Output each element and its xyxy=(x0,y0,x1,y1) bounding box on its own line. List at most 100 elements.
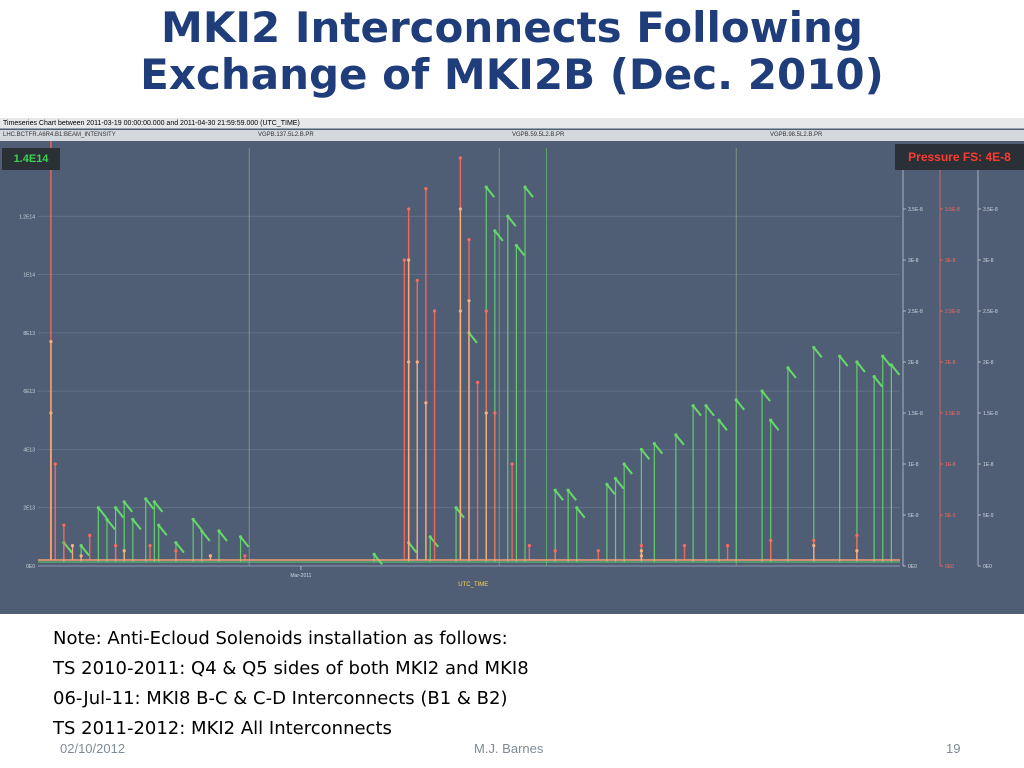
series-0-decay xyxy=(769,419,780,431)
series-2-point xyxy=(49,340,53,344)
y-right-tick-label: 0E0 xyxy=(945,564,954,570)
series-1-point xyxy=(88,533,92,537)
y-right-tick-label: 0E0 xyxy=(983,564,992,570)
series-0-decay xyxy=(575,507,586,519)
note-line: TS 2010-2011: Q4 & Q5 sides of both MKI2… xyxy=(53,658,529,679)
series-2-point xyxy=(70,544,75,548)
series-0-decay xyxy=(144,498,155,510)
series-0-decay xyxy=(524,186,534,198)
legend-beam-intensity: LHC.BCTFR.A6R4.B1:BEAM_INTENSITY xyxy=(3,132,116,138)
y-left-tick-label: 6E13 xyxy=(23,389,35,395)
series-1-point xyxy=(467,238,471,242)
x-axis-label: UTC_TIME xyxy=(458,582,488,588)
series-0-decay xyxy=(192,518,202,530)
series-1-point xyxy=(769,538,773,543)
series-1-point xyxy=(458,156,462,160)
timeseries-chart: 0E0 2E13 4E13 6E13 8E13 1E14 1.2E14 0E0 5E-9 1E-8… xyxy=(0,118,1024,614)
series-1-point xyxy=(812,538,816,543)
series-0-decay xyxy=(856,361,866,373)
series-2-point xyxy=(639,549,644,553)
y-left-tick-label: 4E13 xyxy=(23,447,35,453)
legend-vgpb-98: VGPB.98.5L2.B.PR xyxy=(770,132,823,138)
series-1-point xyxy=(855,533,859,537)
y-left-tick-label: 0E0 xyxy=(26,564,35,570)
series-1-point xyxy=(726,544,730,548)
footer-author: M.J. Barnes xyxy=(474,741,544,756)
y-right-tick-label: 1E-8 xyxy=(908,462,919,468)
series-1-point xyxy=(62,523,66,527)
series-0-decay xyxy=(175,542,185,554)
series-0-decay xyxy=(873,375,883,388)
series-0-decay xyxy=(640,448,651,461)
series-0-decay xyxy=(200,530,211,542)
y-right-tick-label: 1.5E-8 xyxy=(983,411,998,417)
series-0-decay xyxy=(153,501,164,513)
y-right-tick-label: 2.5E-8 xyxy=(945,309,960,315)
series-1-point xyxy=(510,462,514,466)
series-0-decay xyxy=(407,542,418,554)
series-0-decay xyxy=(614,477,625,490)
series-2-point xyxy=(484,411,488,415)
series-0-decay xyxy=(373,553,383,565)
series-0-decay xyxy=(623,463,633,475)
series-0-decay xyxy=(218,530,228,542)
chart-legend-bar: LHC.BCTFR.A6R4.B1:BEAM_INTENSITY VGPB.13… xyxy=(0,130,1024,141)
y-right-tick-label: 5E-9 xyxy=(983,513,994,519)
series-0-decay xyxy=(890,364,901,376)
series-0-decay xyxy=(123,501,133,513)
series-1-point xyxy=(639,544,644,548)
note-line: Note: Anti-Ecloud Solenoids installation… xyxy=(53,628,508,649)
series-2-point xyxy=(415,360,419,364)
series-1-point xyxy=(432,309,437,313)
series-1-point xyxy=(402,258,406,262)
y-right-tick-label: 2E-8 xyxy=(908,360,919,366)
series-2-point xyxy=(122,549,126,553)
slide-title-line2: Exchange of MKI2B (Dec. 2010) xyxy=(140,50,884,99)
series-0-decay xyxy=(567,489,577,501)
series-0-decay xyxy=(838,355,849,367)
series-0-decay xyxy=(239,536,250,548)
series-1-point xyxy=(113,544,118,548)
series-0-decay xyxy=(606,483,616,496)
series-0-decay xyxy=(675,434,685,446)
y-right-tick-label: 2.5E-8 xyxy=(983,309,998,315)
y-right-tick-label: 3.5E-8 xyxy=(983,207,998,213)
series-0-decay xyxy=(653,442,664,455)
series-0-decay xyxy=(735,399,746,411)
y-right-tick-label: 5E-9 xyxy=(945,513,956,519)
series-0-decay xyxy=(468,332,478,344)
y-left-tick-label: 1.2E14 xyxy=(19,214,35,220)
left-fullscale-badge: 1.4E14 xyxy=(2,148,60,170)
series-0-decay xyxy=(813,346,823,359)
series-0-decay xyxy=(554,489,564,501)
series-0-decay xyxy=(63,542,73,554)
series-2-point xyxy=(467,299,471,303)
legend-vgpb-137: VGPB.137.5L2.B.PR xyxy=(258,132,314,138)
series-3-point xyxy=(458,309,462,313)
series-1-point xyxy=(415,278,419,282)
series-2-point xyxy=(407,258,411,262)
series-1-point xyxy=(148,544,152,548)
series-1-point xyxy=(596,549,600,553)
series-1-point xyxy=(243,554,247,558)
series-0-decay xyxy=(157,524,168,536)
series-0-decay xyxy=(485,186,496,198)
slide-title: MKI2 Interconnects Following Exchange of… xyxy=(0,4,1024,98)
y-right-tick-label: 1E-8 xyxy=(945,462,956,468)
y-right-tick-label: 3E-8 xyxy=(945,258,956,264)
series-1-point xyxy=(476,380,480,384)
y-right-tick-label: 2.5E-8 xyxy=(908,309,923,315)
y-left-tick-label: 2E13 xyxy=(23,506,35,512)
series-0-decay xyxy=(132,518,142,530)
series-3-point xyxy=(49,411,53,415)
series-0-decay xyxy=(787,367,797,379)
series-1-point xyxy=(53,462,57,466)
y-right-tick-label: 5E-9 xyxy=(908,513,919,519)
y-right-tick-label: 2E-8 xyxy=(945,360,956,366)
series-0-decay xyxy=(507,215,517,227)
y-left-tick-label: 1E14 xyxy=(23,273,35,279)
x-tick-label: Mar-2011 xyxy=(290,573,311,579)
series-0-decay xyxy=(80,544,90,557)
series-2-point xyxy=(458,207,462,211)
series-3-point xyxy=(639,554,644,558)
